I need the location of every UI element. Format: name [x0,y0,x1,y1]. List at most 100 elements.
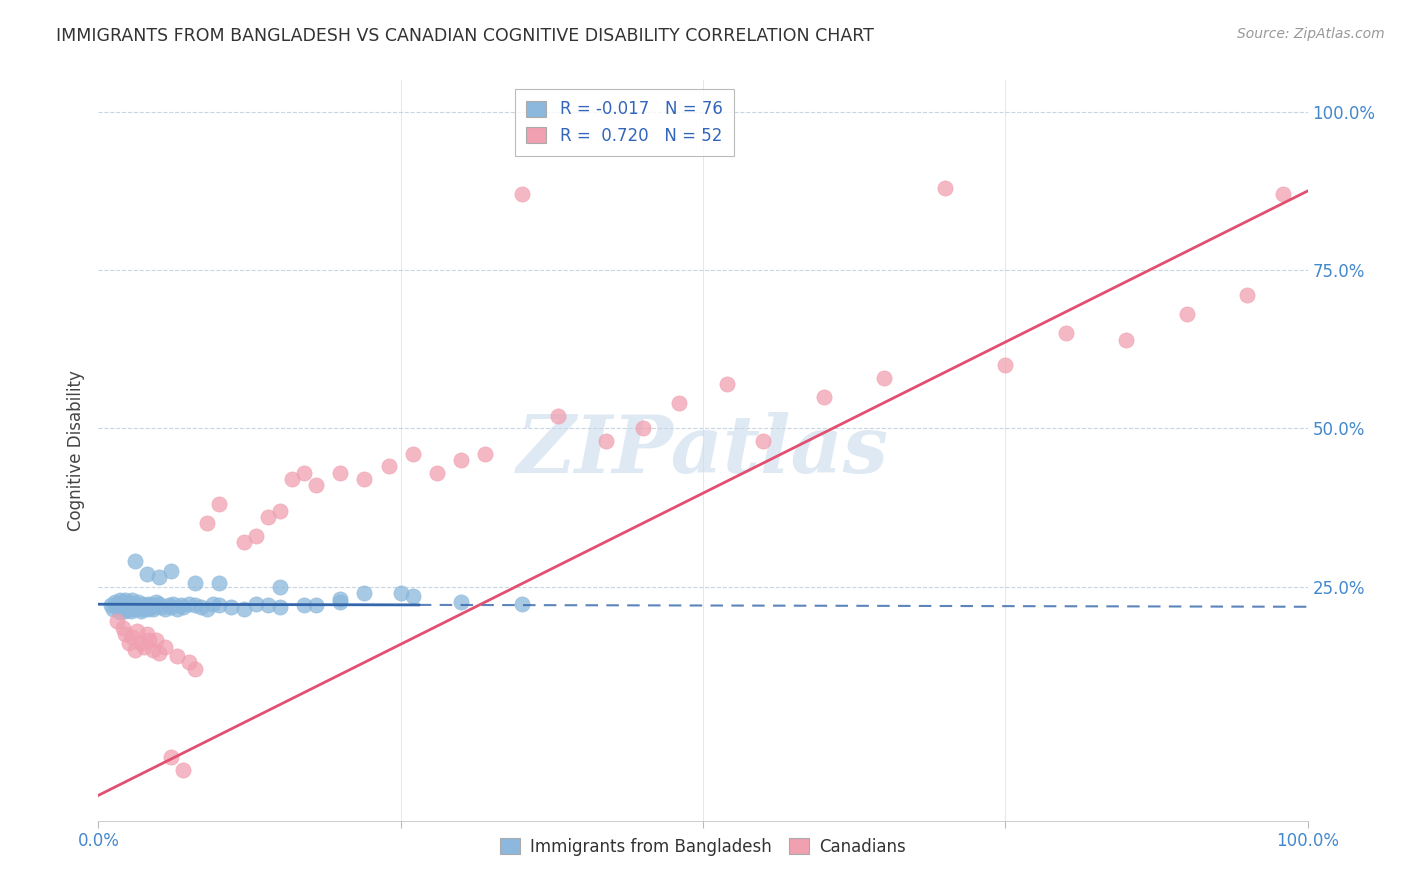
Point [134,640,156,654]
Legend: Immigrants from Bangladesh, Canadians: Immigrants from Bangladesh, Canadians [492,830,914,864]
Point [121,630,143,644]
Point [256,599,278,613]
Point [127,595,149,609]
Point [111,595,134,609]
Point [148,646,170,660]
Point [157,599,180,613]
Point [329,466,352,480]
Point [195,601,218,615]
Point [150,599,173,614]
Point [142,642,165,657]
Y-axis label: Cognitive Disability: Cognitive Disability [66,370,84,531]
Point [111,621,134,635]
Point [281,472,304,486]
Point [510,187,533,202]
Point [120,603,142,617]
Point [269,599,291,614]
Point [353,472,375,486]
Point [547,409,569,423]
Point [873,370,896,384]
Point [110,601,132,615]
Point [118,599,141,614]
Point [1175,307,1198,321]
Point [127,624,149,638]
Point [450,453,472,467]
Point [100,599,122,613]
Point [179,656,201,670]
Point [256,509,278,524]
Point [118,601,141,615]
Point [138,633,160,648]
Point [141,599,163,614]
Point [153,601,176,615]
Point [232,601,254,615]
Point [117,599,139,613]
Point [111,599,134,613]
Point [132,597,155,611]
Point [148,570,170,584]
Point [329,595,352,609]
Point [190,599,212,614]
Point [595,434,617,448]
Point [184,662,207,676]
Point [166,601,188,615]
Point [195,516,218,531]
Point [269,580,291,594]
Point [148,597,170,611]
Point [1115,333,1137,347]
Point [172,599,194,614]
Point [114,603,136,617]
Point [118,595,141,609]
Point [994,358,1017,372]
Point [292,599,315,613]
Point [179,597,201,611]
Point [402,589,425,603]
Point [232,535,254,549]
Point [131,601,153,615]
Point [124,554,146,568]
Point [112,599,135,614]
Point [124,597,146,611]
Point [169,599,191,613]
Point [143,599,166,613]
Point [631,421,654,435]
Point [129,603,152,617]
Point [184,576,207,591]
Point [138,597,160,611]
Point [510,597,533,611]
Point [122,601,145,615]
Text: ZIPatlas: ZIPatlas [517,412,889,489]
Point [121,599,143,613]
Point [160,750,183,764]
Point [107,597,129,611]
Point [115,597,138,611]
Point [353,586,375,600]
Point [114,593,136,607]
Point [160,599,183,614]
Text: IMMIGRANTS FROM BANGLADESH VS CANADIAN COGNITIVE DISABILITY CORRELATION CHART: IMMIGRANTS FROM BANGLADESH VS CANADIAN C… [56,27,875,45]
Point [101,601,124,615]
Point [166,649,188,664]
Point [269,503,291,517]
Point [305,599,328,613]
Point [160,564,183,578]
Point [135,599,157,613]
Point [125,601,148,615]
Point [162,597,184,611]
Point [1054,326,1077,341]
Point [1272,187,1295,202]
Point [128,599,150,614]
Point [377,459,399,474]
Point [221,599,243,614]
Point [450,595,472,609]
Point [153,640,176,654]
Point [389,586,412,600]
Point [135,566,157,581]
Point [136,601,159,615]
Point [121,593,143,607]
Point [474,447,496,461]
Point [124,642,146,657]
Point [426,466,449,480]
Point [202,597,225,611]
Point [105,615,128,629]
